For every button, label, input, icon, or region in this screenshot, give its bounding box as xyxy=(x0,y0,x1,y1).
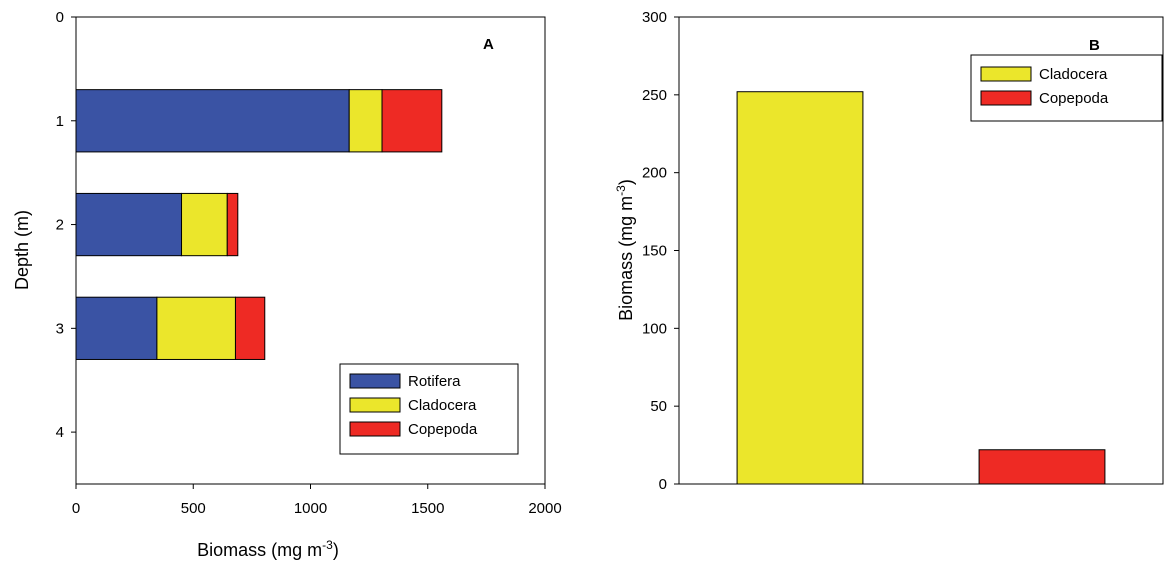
y-tick-label: 300 xyxy=(642,9,667,26)
panel-a-legend: Rotifera Cladocera Copepoda xyxy=(339,363,519,455)
legend-label-cladocera: Cladocera xyxy=(1039,66,1108,83)
y-tick-label: 0 xyxy=(659,476,667,493)
y-tick-label: 250 xyxy=(642,87,667,104)
panel-a-x-axis-title-sup: -3 xyxy=(322,538,333,552)
legend-label-rotifera: Rotifera xyxy=(408,373,461,390)
legend-swatch-copepoda xyxy=(349,421,401,437)
y-tick-label: 3 xyxy=(56,320,64,337)
panel-a: 0 500 1000 1500 2000 0 1 2 3 4 A Biomass (mg m-3… xyxy=(12,9,562,560)
panel-a-y-axis-title: Depth (m) xyxy=(12,210,32,290)
panel-b-y-axis-title-sup: -3 xyxy=(614,185,628,196)
y-tick-label: 150 xyxy=(642,243,667,260)
panel-a-label: A xyxy=(483,36,494,53)
panel-b-y-axis-title: Biomass (mg m-3) xyxy=(614,179,636,321)
y-tick-label: 200 xyxy=(642,165,667,182)
legend-swatch-cladocera xyxy=(980,66,1032,82)
legend-swatch-rotifera xyxy=(349,373,401,389)
legend-box xyxy=(970,54,1163,122)
bar-depth-2-rotifera xyxy=(75,192,183,257)
bar-copepoda xyxy=(978,449,1106,485)
y-tick-label: 4 xyxy=(56,424,64,441)
y-tick-label: 1 xyxy=(56,113,64,130)
y-tick-label: 0 xyxy=(56,9,64,26)
x-tick-label: 2000 xyxy=(528,500,561,517)
legend-swatch-cladocera xyxy=(349,397,401,413)
x-tick-label: 500 xyxy=(181,500,206,517)
y-tick-label: 2 xyxy=(56,217,64,234)
panel-a-y-ticks: 0 1 2 3 4 xyxy=(56,9,76,441)
legend-label-copepoda: Copepoda xyxy=(408,421,478,438)
panel-a-bars xyxy=(75,89,443,360)
bar-depth-1-rotifera xyxy=(75,89,350,153)
panel-b-label: B xyxy=(1089,37,1100,54)
bar-cladocera xyxy=(736,91,864,485)
y-tick-label: 50 xyxy=(650,398,667,415)
panel-a-x-axis-title-suffix: ) xyxy=(333,540,339,560)
legend-swatch-copepoda xyxy=(980,90,1032,106)
panel-b-y-ticks: 0 50 100 150 200 250 300 xyxy=(642,9,679,493)
bar-depth-1-copepoda xyxy=(381,89,443,153)
x-tick-label: 1500 xyxy=(411,500,444,517)
bar-depth-3-cladocera xyxy=(156,296,236,360)
bar-depth-2-copepoda xyxy=(226,192,239,257)
panel-a-x-axis-title-main: Biomass (mg m xyxy=(197,540,322,560)
panel-b-bars xyxy=(736,91,1106,485)
legend-label-cladocera: Cladocera xyxy=(408,397,477,414)
panel-a-x-ticks: 0 500 1000 1500 2000 xyxy=(72,484,562,517)
y-tick-label: 100 xyxy=(642,320,667,337)
x-tick-label: 1000 xyxy=(294,500,327,517)
panel-b: 0 50 100 150 200 250 300 B Biomass (mg m-3) Cl… xyxy=(614,9,1164,493)
panel-b-legend: Cladocera Copepoda xyxy=(970,54,1163,122)
bar-depth-2-cladocera xyxy=(181,192,228,257)
bar-depth-3-rotifera xyxy=(75,296,158,360)
bar-depth-1-cladocera xyxy=(348,89,383,153)
legend-label-copepoda: Copepoda xyxy=(1039,90,1109,107)
x-tick-label: 0 xyxy=(72,500,80,517)
panel-a-x-axis-title: Biomass (mg m-3) xyxy=(197,538,339,560)
panel-b-y-axis-title-suffix: ) xyxy=(616,179,636,185)
bar-depth-3-copepoda xyxy=(234,296,266,360)
panel-b-y-axis-title-main: Biomass (mg m xyxy=(616,196,636,321)
